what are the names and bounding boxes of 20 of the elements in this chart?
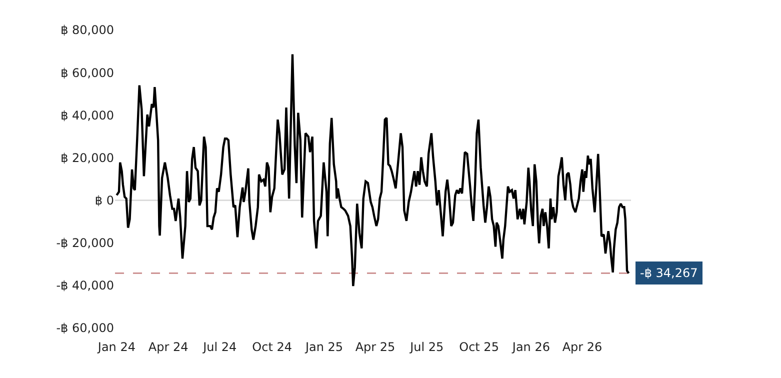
x-tick-label: Apr 26 bbox=[562, 340, 602, 354]
y-tick-label: -฿ 20,000 bbox=[56, 236, 114, 250]
y-tick-label: ฿ 60,000 bbox=[60, 66, 114, 80]
y-tick-label: -฿ 60,000 bbox=[56, 321, 114, 336]
x-tick-label: Jan 24 bbox=[96, 340, 136, 354]
x-tick-label: Jan 25 bbox=[304, 340, 344, 354]
x-tick-label: Apr 24 bbox=[148, 340, 188, 354]
y-tick-label: -฿ 40,000 bbox=[56, 278, 114, 293]
x-tick-label: Oct 24 bbox=[252, 340, 292, 354]
y-tick-label: ฿ 20,000 bbox=[60, 150, 114, 165]
x-tick-label: Oct 25 bbox=[459, 340, 499, 354]
y-tick-label: ฿ 0 bbox=[94, 193, 114, 208]
x-tick-label: Jul 24 bbox=[202, 340, 237, 354]
x-tick-label: Jul 25 bbox=[409, 340, 444, 354]
ref-line-label: -฿ 34,267 bbox=[640, 266, 698, 280]
line-series bbox=[116, 53, 630, 288]
y-tick-label: ฿ 40,000 bbox=[60, 108, 114, 122]
x-tick-label: Jan 26 bbox=[511, 340, 550, 354]
x-tick-label: Apr 25 bbox=[355, 340, 396, 354]
y-tick-label: ฿ 80,000 bbox=[60, 23, 114, 38]
